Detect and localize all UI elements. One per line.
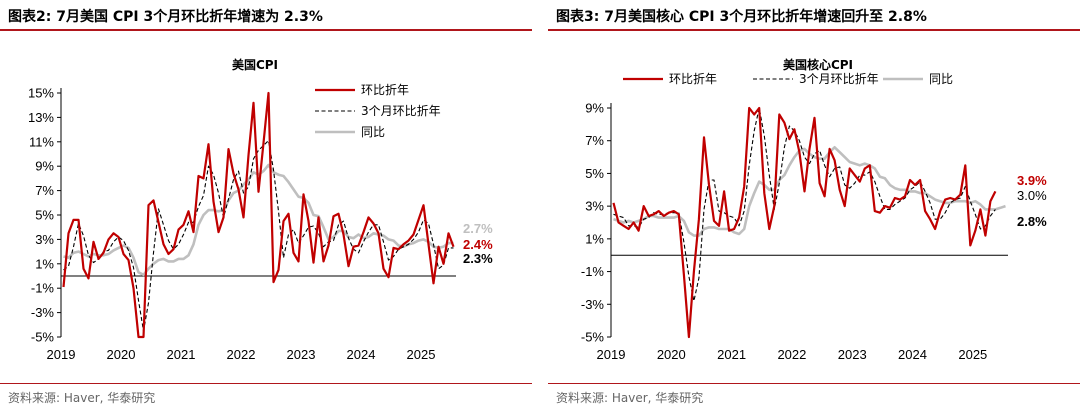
y-tick-label: -1% (581, 264, 605, 279)
y-tick-label: -3% (31, 305, 55, 320)
series-line-1 (63, 140, 454, 332)
y-tick-label: 15% (28, 86, 54, 101)
x-tick-label: 2023 (287, 347, 316, 362)
y-tick-label: 13% (28, 110, 54, 125)
figure-title: 图表3: 7月美国核心 CPI 3个月环比折年增速回升至 2.8% (556, 9, 927, 25)
legend-label: 环比折年 (669, 71, 717, 86)
y-tick-label: 7% (35, 183, 54, 198)
figure-title: 图表2: 7月美国 CPI 3个月环比折年增速为 2.3% (8, 9, 323, 25)
x-tick-label: 2024 (347, 347, 376, 362)
figure-panel-cpi: 图表2: 7月美国 CPI 3个月环比折年增速为 2.3% 美国CPI 15% 13… (0, 0, 532, 409)
x-tick-label: 2023 (838, 347, 867, 362)
series-line-0 (612, 106, 997, 339)
x-tick-label: 2025 (407, 347, 436, 362)
chart-title: 美国CPI (232, 57, 278, 72)
legend-label: 同比 (361, 125, 385, 139)
source-rule (548, 383, 1080, 384)
y-tick-label: 9% (35, 159, 54, 174)
x-tick-label: 2022 (227, 347, 256, 362)
x-tick-label: 2020 (107, 347, 136, 362)
end-value-label: 2.3% (463, 251, 493, 266)
end-value-label: 2.4% (463, 237, 493, 252)
end-value-label: 2.8% (1017, 214, 1047, 229)
end-value-label: 2.7% (463, 221, 493, 236)
series-line-2 (613, 146, 1006, 237)
y-tick-label: 5% (585, 166, 604, 181)
y-tick-label: -3% (581, 297, 605, 312)
x-tick-label: 2019 (47, 347, 76, 362)
legend-label: 同比 (929, 72, 953, 86)
legend-label: 环比折年 (361, 82, 409, 97)
x-tick-label: 2020 (657, 347, 686, 362)
y-tick-label: -1% (31, 281, 55, 296)
series-line-1 (613, 107, 996, 302)
y-tick-label: 11% (29, 134, 54, 149)
y-tick-label: 9% (585, 101, 604, 116)
y-tick-label: 3% (35, 232, 54, 247)
x-tick-label: 2019 (597, 347, 626, 362)
series-line-0 (62, 91, 455, 339)
y-tick-label: -5% (581, 330, 605, 345)
legend-label: 3个月环比折年 (799, 71, 879, 86)
end-value-label: 3.9% (1017, 173, 1047, 188)
x-tick-label: 2025 (958, 347, 987, 362)
y-tick-label: 1% (585, 231, 604, 246)
y-tick-label: 7% (585, 133, 604, 148)
source-note: 资料来源: Haver, 华泰研究 (556, 391, 704, 405)
chart-title: 美国核心CPI (783, 57, 853, 72)
title-rule (0, 29, 532, 31)
cpi-chart: 美国CPI 15% 13% 11% 9% 7% 5% 3% 1% -1% -3% -5% 2019 202… (28, 57, 493, 362)
figure-panel-core-cpi: 图表3: 7月美国核心 CPI 3个月环比折年增速回升至 2.8% 美国核心CP… (548, 0, 1080, 409)
x-tick-label: 2022 (777, 347, 806, 362)
y-tick-label: 3% (585, 199, 604, 214)
core-cpi-chart: 美国核心CPI 9% 7% 5% 3% 1% -1% -3% -5% 2019 2020 2021 20… (581, 57, 1047, 362)
y-tick-label: 5% (35, 208, 54, 223)
x-tick-label: 2024 (898, 347, 927, 362)
end-value-label: 3.0% (1017, 188, 1047, 203)
legend-label: 3个月环比折年 (361, 103, 441, 118)
x-tick-label: 2021 (717, 347, 746, 362)
y-tick-label: -5% (31, 330, 55, 345)
source-note: 资料来源: Haver, 华泰研究 (8, 391, 156, 405)
x-tick-label: 2021 (167, 347, 196, 362)
title-rule (548, 29, 1080, 31)
y-tick-label: 1% (35, 256, 54, 271)
source-rule (0, 383, 532, 384)
